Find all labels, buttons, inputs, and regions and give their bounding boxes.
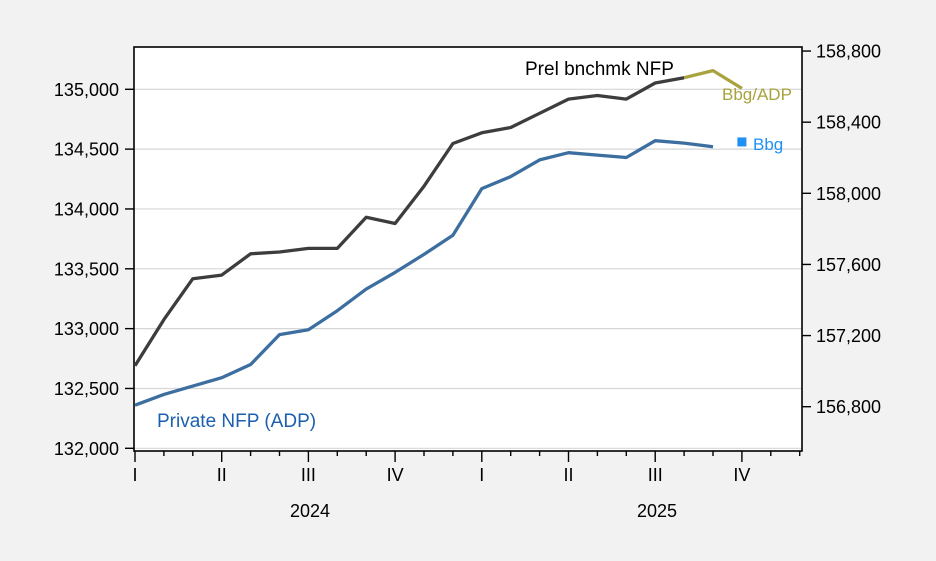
bbg-adp-line — [683, 68, 743, 90]
right-axis-tick-label: 157,200 — [816, 326, 881, 346]
quarter-label: III — [648, 465, 663, 485]
right-axis-tick-label: 158,400 — [816, 113, 881, 133]
right-axis-tick-label: 158,000 — [816, 184, 881, 204]
quarter-label: I — [132, 465, 137, 485]
year-label: 2024 — [290, 501, 330, 521]
left-axis-tick-label: 133,500 — [54, 259, 119, 279]
prel-bnchmk-nfp-label: Prel bnchmk NFP — [525, 59, 674, 80]
bbg-label: Bbg — [753, 135, 783, 154]
left-axis-tick-label: 134,000 — [54, 199, 119, 219]
quarter-label: I — [479, 465, 484, 485]
plot-area — [134, 47, 802, 451]
left-axis-tick-label: 135,000 — [54, 80, 119, 100]
left-axis-tick-label: 134,500 — [54, 140, 119, 160]
quarter-label: IV — [733, 465, 750, 485]
quarter-label: II — [563, 465, 573, 485]
right-axis-tick-label: 158,800 — [816, 42, 881, 62]
quarter-label: III — [301, 465, 316, 485]
bbg-adp-label: Bbg/ADP — [722, 85, 792, 104]
right-axis-tick-label: 157,600 — [816, 255, 881, 275]
quarter-label: II — [217, 465, 227, 485]
private-nfp-adp-line — [134, 139, 714, 407]
bbg-point-marker — [737, 137, 747, 147]
left-axis-tick-label: 132,500 — [54, 379, 119, 399]
left-axis-tick-label: 133,000 — [54, 319, 119, 339]
plot-border — [133, 46, 803, 452]
prel-bnchmk-nfp-line — [133, 76, 685, 367]
right-axis-tick-label: 156,800 — [816, 397, 881, 417]
quarter-label: IV — [387, 465, 404, 485]
year-label: 2025 — [637, 501, 677, 521]
left-axis-tick-label: 132,000 — [54, 439, 119, 459]
private-nfp-adp-label: Private NFP (ADP) — [157, 411, 316, 432]
